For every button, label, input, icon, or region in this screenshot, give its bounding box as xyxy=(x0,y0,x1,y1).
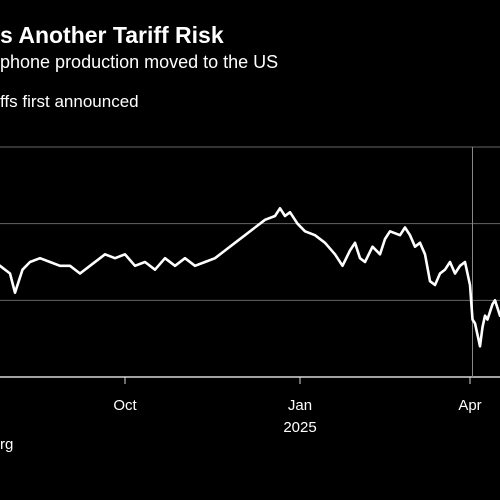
event-annotation: ffs first announced xyxy=(0,92,139,111)
chart-title: s Another Tariff Risk xyxy=(0,22,224,48)
x-tick-sublabel: 2025 xyxy=(283,419,316,436)
x-tick-label: Apr xyxy=(458,397,481,414)
x-tick-label: Oct xyxy=(113,397,137,414)
series-line xyxy=(0,207,500,348)
source-note: rg xyxy=(0,436,14,453)
chart-subtitle: phone production moved to the US xyxy=(0,52,279,72)
x-tick-label: Jan xyxy=(288,397,312,414)
series-lines xyxy=(0,207,500,348)
x-axis-ticks: Oct Jan 2025 Apr xyxy=(113,377,482,436)
grid-lines xyxy=(0,146,500,378)
